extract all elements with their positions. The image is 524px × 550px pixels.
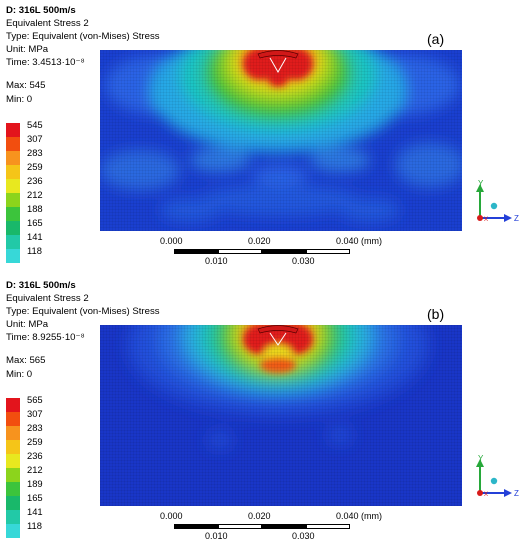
legend-swatch [6, 207, 20, 221]
result-panel-a: D: 316L 500m/s Equivalent Stress 2 Type:… [6, 4, 522, 268]
model-title: D: 316L 500m/s [6, 280, 76, 291]
legend-value: 307 [27, 133, 43, 144]
result-type: Type: Equivalent (von-Mises) Stress [6, 306, 160, 318]
result-name: Equivalent Stress 2 [6, 293, 89, 305]
panel-label: (b) [427, 306, 445, 322]
legend-value: 565 [27, 394, 43, 405]
result-max: Max: 565 [6, 355, 46, 367]
stress-contour-plot[interactable] [100, 50, 462, 231]
legend-value: 141 [27, 506, 43, 517]
axis-triad-icon: Y Z X [476, 179, 519, 223]
scale-label: 0.000 [160, 236, 183, 246]
legend-value: 165 [27, 492, 43, 503]
legend-swatch [6, 440, 20, 454]
scale-label: 0.020 [248, 511, 271, 521]
scale-segment [306, 249, 350, 254]
result-time: Time: 3.4513·10⁻⁸ [6, 57, 85, 69]
legend-value: 236 [27, 450, 43, 461]
scale-segment [262, 249, 306, 254]
result-min: Min: 0 [6, 368, 33, 380]
scale-label: 0.040 (mm) [336, 236, 383, 246]
legend-values: 545 307 283 259 236 212 188 165 141 118 [27, 118, 43, 258]
scale-label: 0.000 [160, 511, 183, 521]
legend-swatch [6, 165, 20, 179]
contour-image [100, 50, 462, 231]
axis-z-label: Z [514, 489, 519, 498]
scale-segment [174, 249, 218, 254]
legend-swatch [6, 412, 20, 426]
axis-x-label: X [484, 217, 488, 223]
scale-label: 0.010 [205, 256, 228, 266]
axis-z-label: Z [514, 214, 519, 223]
scale-segment [218, 524, 262, 529]
scale-label: 0.030 [292, 256, 315, 266]
model-title: D: 316L 500m/s [6, 5, 76, 16]
result-panel-b: D: 316L 500m/s Equivalent Stress 2 Type:… [0, 275, 524, 550]
legend-swatch [6, 510, 20, 524]
legend-value: 212 [27, 464, 43, 475]
legend-swatch [6, 468, 20, 482]
legend-value: 236 [27, 175, 43, 186]
scale-segment [262, 524, 306, 529]
legend-swatch [6, 179, 20, 193]
legend-swatch [6, 193, 20, 207]
contour-image [100, 325, 462, 506]
legend-value: 118 [27, 520, 42, 531]
axis-y-label: Y [478, 454, 484, 463]
legend-value: 141 [27, 231, 43, 242]
result-info: D: 316L 500m/s Equivalent Stress 2 Type:… [6, 279, 160, 381]
axis-x-label: X [484, 492, 488, 498]
panel-label: (a) [427, 31, 445, 47]
legend-swatch [6, 221, 20, 235]
legend-values: 565 307 283 259 236 212 189 165 141 118 [27, 393, 43, 533]
legend-swatch [6, 249, 20, 263]
legend-value: 283 [27, 147, 43, 158]
scale-bar: 0.000 0.020 0.040 (mm) 0.010 0.030 [160, 511, 382, 543]
scale-label: 0.020 [248, 236, 271, 246]
scale-segment [174, 524, 218, 529]
result-name: Equivalent Stress 2 [6, 18, 89, 30]
scale-segment [218, 249, 262, 254]
legend-swatch [6, 151, 20, 165]
legend-value: 259 [27, 436, 43, 447]
axis-triad[interactable]: Y Z X [470, 453, 522, 503]
result-min: Min: 0 [6, 93, 33, 105]
scale-segment [306, 524, 350, 529]
result-time: Time: 8.9255·10⁻⁸ [6, 332, 85, 344]
legend-value: 283 [27, 422, 43, 433]
legend-value: 188 [27, 203, 43, 214]
scale-label: 0.040 (mm) [336, 511, 383, 521]
result-max: Max: 545 [6, 80, 46, 92]
result-unit: Unit: MPa [6, 44, 49, 56]
legend-swatch [6, 426, 20, 440]
legend-swatch [6, 496, 20, 510]
legend-value: 545 [27, 119, 43, 130]
axis-triad[interactable]: Y Z X [470, 178, 522, 228]
scale-label: 0.010 [205, 531, 228, 541]
result-info: D: 316L 500m/s Equivalent Stress 2 Type:… [6, 4, 160, 106]
legend-swatches [6, 123, 20, 263]
stress-contour-plot[interactable] [100, 325, 462, 506]
result-unit: Unit: MPa [6, 319, 49, 331]
result-type: Type: Equivalent (von-Mises) Stress [6, 31, 160, 43]
legend-value: 307 [27, 408, 43, 419]
legend-swatch [6, 235, 20, 249]
legend-swatch [6, 454, 20, 468]
scale-label: 0.030 [292, 531, 315, 541]
legend-value: 165 [27, 217, 43, 228]
legend-swatches [6, 398, 20, 538]
legend-swatch [6, 398, 20, 412]
legend-value: 212 [27, 189, 43, 200]
axis-triad-icon: Y Z X [476, 454, 519, 498]
legend-swatch [6, 137, 20, 151]
axis-y-label: Y [478, 179, 484, 188]
scale-bar: 0.000 0.020 0.040 (mm) 0.010 0.030 [160, 236, 382, 268]
legend-swatch [6, 482, 20, 496]
legend-value: 189 [27, 478, 43, 489]
legend-swatch [6, 123, 20, 137]
legend-value: 259 [27, 161, 43, 172]
legend-swatch [6, 524, 20, 538]
legend-value: 118 [27, 245, 42, 256]
